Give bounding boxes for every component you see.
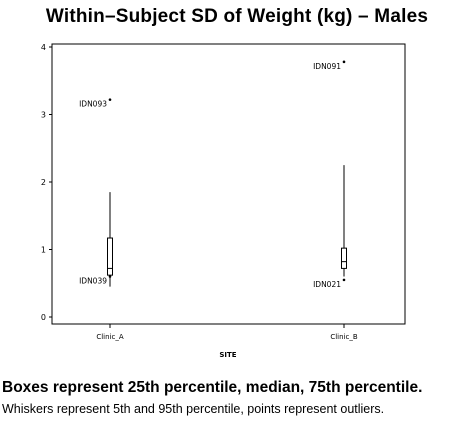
outlier-point xyxy=(342,60,346,64)
x-axis-label: SITE xyxy=(219,351,236,359)
outlier-label: IDN039 xyxy=(79,277,107,286)
box-legend-note: Boxes represent 25th percentile, median,… xyxy=(2,379,423,396)
plot-frame xyxy=(51,43,406,325)
outlier-label: IDN093 xyxy=(79,100,107,109)
y-tick-label: 2 xyxy=(41,178,46,187)
boxes-layer: IDN093 IDN039 IDN091 IDN021 xyxy=(79,60,347,289)
iqr-box xyxy=(107,237,113,276)
whisker-legend-note: Whiskers represent 5th and 95th percenti… xyxy=(2,402,385,416)
chart-title: Within–Subject SD of Weight (kg) – Males xyxy=(45,6,429,27)
x-axis: Clinic_A Clinic_B xyxy=(96,324,358,341)
y-axis: 0 1 2 3 4 xyxy=(41,43,52,322)
iqr-box xyxy=(341,247,347,269)
outlier-label: IDN021 xyxy=(313,280,341,289)
y-tick-label: 0 xyxy=(41,313,46,322)
outlier-point xyxy=(108,98,112,101)
y-tick-label: 4 xyxy=(41,43,46,52)
outlier-point xyxy=(108,275,112,278)
x-tick-label: Clinic_B xyxy=(330,333,358,341)
outlier-point xyxy=(342,278,346,282)
outlier-label: IDN091 xyxy=(313,62,341,71)
y-tick-label: 3 xyxy=(41,111,46,120)
y-tick-label: 1 xyxy=(41,246,46,255)
x-tick-label: Clinic_A xyxy=(96,333,124,341)
